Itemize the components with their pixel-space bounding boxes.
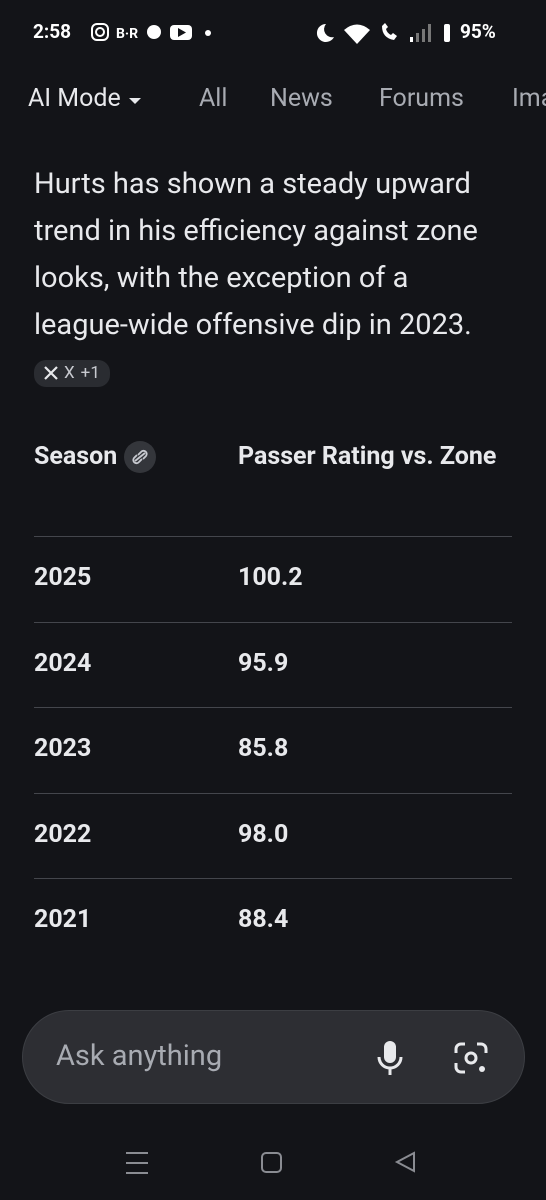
- tab[interactable]: AI Mode: [28, 84, 143, 113]
- cell: 2021: [34, 905, 92, 935]
- tab[interactable]: News: [270, 84, 333, 113]
- nav-bar: [126, 1151, 415, 1174]
- x-logo: [44, 366, 58, 381]
- cell: 100.2: [238, 563, 303, 592]
- cell: 2023: [34, 734, 92, 764]
- battery: 95%: [460, 20, 496, 43]
- tab[interactable]: Forums: [379, 84, 464, 113]
- lens-icon[interactable]: [453, 1041, 489, 1075]
- answer-text: Hurts has shown a steady upward trend in…: [34, 167, 478, 342]
- link-icon[interactable]: [123, 440, 157, 474]
- tab[interactable]: Ima: [512, 84, 546, 113]
- tab[interactable]: All: [199, 84, 228, 113]
- header-text: Season: [34, 442, 118, 471]
- header-cell: Season: [34, 435, 157, 478]
- cell: 88.4: [238, 905, 289, 935]
- dropdown-icon: [128, 98, 141, 104]
- cell: 85.8: [238, 734, 289, 764]
- answer: Hurts has shown a steady upward trend in…: [34, 161, 494, 396]
- app-label: B·R: [116, 26, 138, 42]
- search-input[interactable]: Ask anything: [22, 1010, 525, 1104]
- cell: 2022: [34, 819, 92, 849]
- placeholder: Ask anything: [56, 1039, 223, 1073]
- row-divider: [34, 707, 512, 709]
- cell: 95.9: [238, 648, 289, 678]
- notification-icons: B·R: [91, 23, 211, 42]
- cell: 2025: [34, 563, 92, 592]
- source-chip[interactable]: X +1: [34, 359, 110, 387]
- source-name: X: [64, 362, 75, 383]
- cell: 2024: [34, 648, 92, 678]
- row-divider: [34, 621, 512, 623]
- system-icons: [316, 23, 450, 44]
- row-divider: [34, 792, 512, 794]
- row-divider: [34, 878, 512, 880]
- header-cell: Passer Rating vs. Zone: [238, 442, 497, 471]
- row-divider: [34, 536, 512, 537]
- mic-icon[interactable]: [375, 1039, 405, 1077]
- cell: 98.0: [238, 819, 289, 849]
- tab-label: AI Mode: [28, 84, 121, 113]
- clock: 2:58: [33, 20, 72, 43]
- source-more: +1: [80, 362, 100, 383]
